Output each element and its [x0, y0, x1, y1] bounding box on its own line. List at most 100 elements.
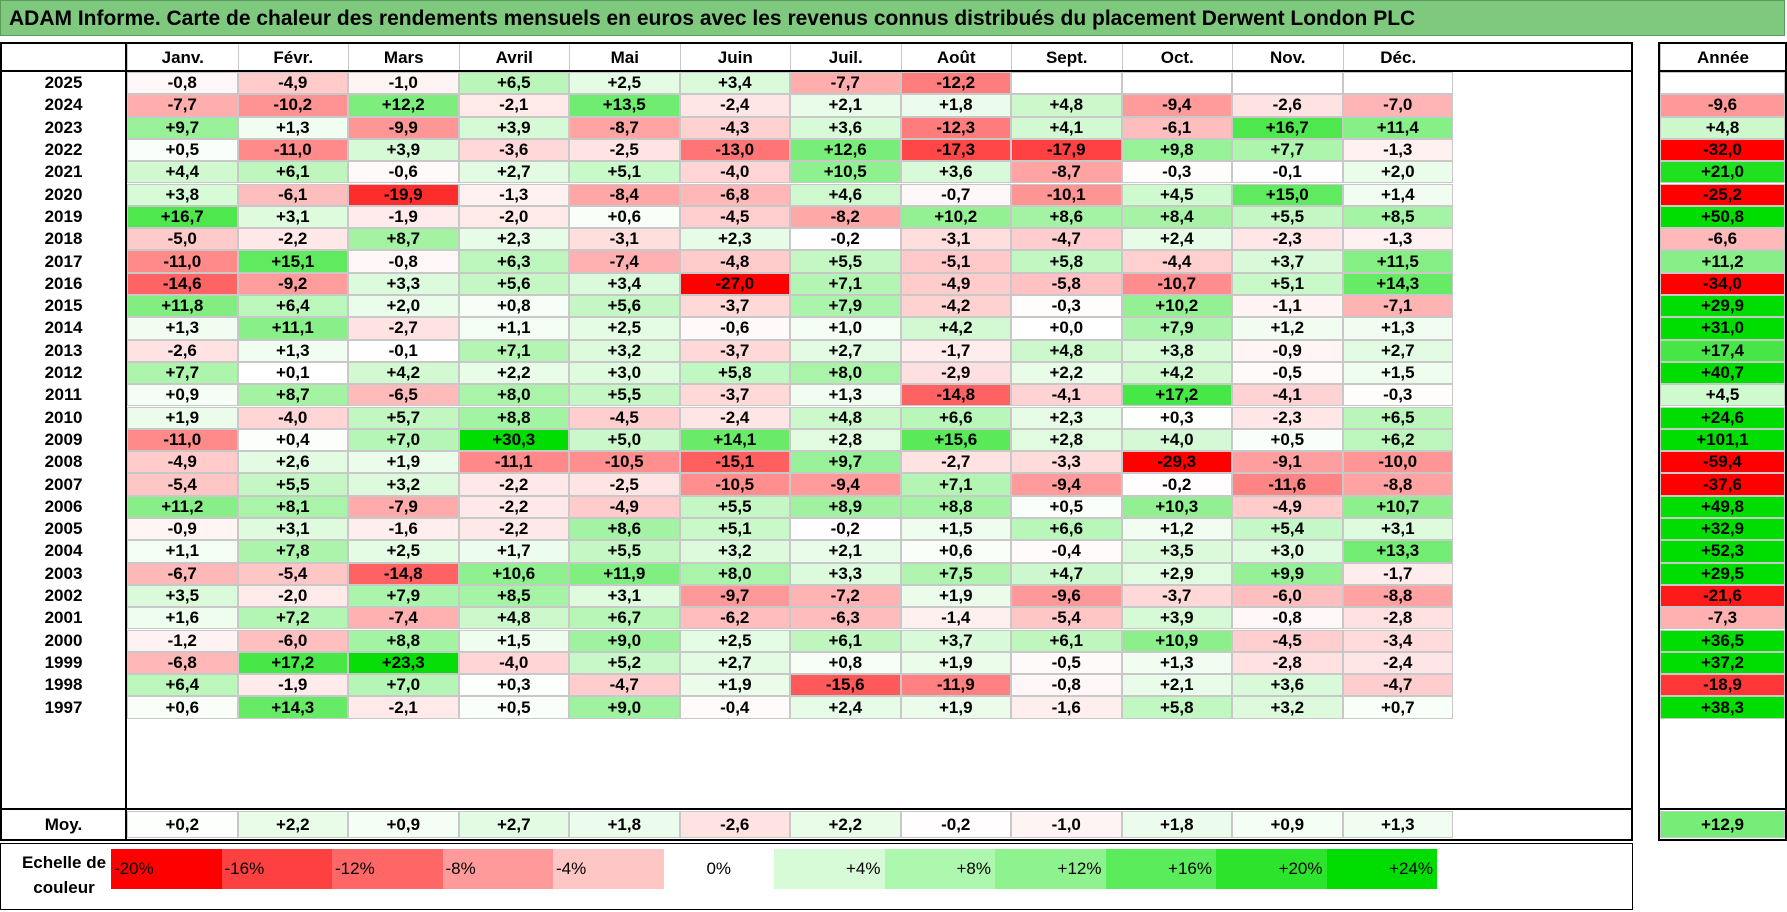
heatmap-cell: +6,3: [458, 250, 569, 273]
heatmap-cell: -6,1: [237, 183, 348, 206]
heatmap-cell: +4,7: [1011, 562, 1122, 585]
annual-cell: -59,4: [1660, 451, 1785, 474]
heatmap-cell: +3,0: [1232, 540, 1343, 563]
year-row-label: 2011: [45, 385, 82, 405]
heatmap-cell: -19,9: [348, 183, 459, 206]
heatmap-cell: +5,1: [569, 161, 680, 184]
heatmap-cell: +8,7: [348, 228, 459, 251]
heatmap-cell: -29,3: [1121, 451, 1232, 474]
heatmap-cell: -7,9: [348, 495, 459, 518]
heatmap-cell: +8,6: [1011, 205, 1122, 229]
annual-cell: +50,8: [1660, 205, 1785, 229]
month-header: Mai: [569, 44, 680, 72]
heatmap-cell: -7,7: [127, 94, 238, 117]
heatmap-cell: +4,2: [900, 317, 1011, 340]
heatmap-cell: -8,8: [1342, 584, 1453, 608]
heatmap-cell: +0,3: [458, 674, 569, 697]
heatmap-cell: -1,9: [237, 674, 348, 697]
annual-cell: -18,9: [1660, 674, 1785, 697]
heatmap-cell: -14,8: [900, 384, 1011, 407]
heatmap-cell: +10,7: [1342, 495, 1453, 518]
heatmap-cell: +5,0: [569, 428, 680, 452]
annual-cell: -34,0: [1660, 272, 1785, 295]
heatmap-cell: +1,2: [1232, 317, 1343, 340]
heatmap-cell: -3,4: [1342, 629, 1453, 652]
heatmap-cell: +2,4: [790, 696, 901, 719]
average-annual-cell: +12,9: [1660, 811, 1785, 838]
heatmap-cell: -4,5: [679, 205, 790, 229]
heatmap-cell: +2,2: [1011, 361, 1122, 385]
heatmap-cell: -1,9: [348, 205, 459, 229]
heatmap-cell: +10,2: [900, 205, 1011, 229]
heatmap-cell: -5,8: [1011, 272, 1122, 295]
heatmap-cell: +8,9: [790, 495, 901, 518]
heatmap-cell: +10,9: [1121, 629, 1232, 652]
heatmap-cell: -2,4: [679, 94, 790, 117]
heatmap-cell: -1,7: [900, 339, 1011, 362]
heatmap-cell: +6,1: [1011, 629, 1122, 652]
heatmap-cell: -12,2: [900, 72, 1011, 95]
color-scale-frame: [0, 843, 1633, 910]
heatmap-cell: +7,0: [348, 674, 459, 697]
heatmap-cell: +2,4: [1121, 228, 1232, 251]
heatmap-cell: +5,8: [679, 361, 790, 385]
annual-cell: -32,0: [1660, 138, 1785, 162]
annual-cell: +21,0: [1660, 161, 1785, 184]
heatmap-cell: +5,8: [1011, 250, 1122, 273]
heatmap-cell: -11,1: [458, 451, 569, 474]
heatmap-cell: +4,1: [1011, 116, 1122, 139]
heatmap-cell: +4,4: [127, 161, 238, 184]
heatmap-cell: +0,5: [1232, 428, 1343, 452]
month-header: Mars: [348, 44, 459, 72]
year-row-label: 2009: [44, 429, 83, 449]
year-row-label: 2005: [44, 519, 83, 539]
heatmap-cell: +4,8: [1011, 339, 1122, 362]
heatmap-cell: +1,3: [127, 317, 238, 340]
month-header: Déc.: [1342, 44, 1454, 72]
heatmap-cell: +0,4: [237, 428, 348, 452]
heatmap-cell: +1,0: [790, 317, 901, 340]
average-cell: +0,2: [127, 811, 238, 838]
heatmap-cell: +15,0: [1232, 183, 1343, 206]
year-row-label: 2007: [44, 474, 83, 494]
heatmap-cell: -4,0: [237, 406, 348, 429]
heatmap-cell: +8,7: [237, 384, 348, 407]
heatmap-cell: -4,7: [1342, 674, 1453, 697]
heatmap-cell: -2,4: [679, 406, 790, 429]
average-cell: +2,2: [237, 811, 348, 838]
heatmap-cell: [1011, 72, 1122, 95]
year-row-label: 2006: [44, 496, 83, 516]
month-header: Nov.: [1232, 44, 1343, 72]
heatmap-cell: -9,7: [679, 584, 790, 608]
color-scale-swatch: -16%: [221, 849, 332, 889]
heatmap-cell: -9,2: [237, 272, 348, 295]
heatmap-cell: +1,5: [900, 518, 1011, 541]
heatmap-cell: +5,6: [569, 295, 680, 318]
heatmap-cell: -10,1: [1011, 183, 1122, 206]
year-row-label: 2018: [44, 229, 83, 249]
heatmap-cell: -4,4: [1121, 250, 1232, 273]
heatmap-cell: -6,8: [127, 651, 238, 675]
heatmap-cell: +3,0: [569, 361, 680, 385]
heatmap-cell: +13,5: [569, 94, 680, 117]
heatmap-cell: +0,5: [1011, 495, 1122, 518]
heatmap-cell: +0,6: [900, 540, 1011, 563]
heatmap-cell: -2,4: [1342, 651, 1453, 675]
heatmap-cell: +3,5: [127, 584, 238, 608]
heatmap-cell: +7,8: [237, 540, 348, 563]
heatmap-cell: -4,9: [237, 72, 348, 95]
heatmap-cell: +2,3: [679, 228, 790, 251]
heatmap-cell: -0,9: [127, 518, 238, 541]
heatmap-cell: +5,5: [569, 540, 680, 563]
heatmap-cell: +2,1: [790, 94, 901, 117]
heatmap-cell: -0,5: [1232, 361, 1343, 385]
heatmap-cell: +6,1: [237, 161, 348, 184]
heatmap-cell: +5,8: [1121, 696, 1232, 719]
heatmap-cell: +1,3: [237, 339, 348, 362]
heatmap-cell: -0,3: [1011, 295, 1122, 318]
heatmap-cell: +2,5: [679, 629, 790, 652]
heatmap-cell: +7,1: [900, 473, 1011, 496]
heatmap-cell: +4,6: [790, 183, 901, 206]
year-row-label: 2019: [44, 206, 83, 226]
heatmap-cell: +2,5: [569, 317, 680, 340]
